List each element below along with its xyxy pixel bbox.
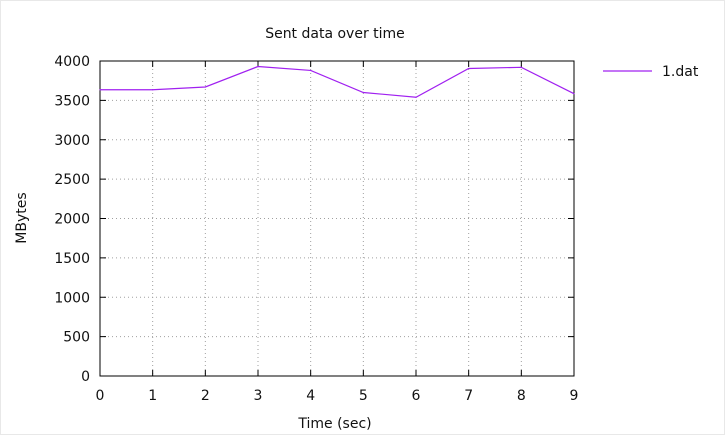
legend-label: 1.dat xyxy=(662,64,699,80)
data-point xyxy=(415,96,417,98)
y-tick-label: 1000 xyxy=(54,290,90,306)
data-point xyxy=(257,65,259,68)
data-point xyxy=(520,66,522,68)
grid-lines xyxy=(100,61,574,376)
y-tick-label: 1500 xyxy=(54,251,90,267)
y-tick-label: 3000 xyxy=(54,133,90,149)
data-point xyxy=(310,69,312,72)
y-axis-label: MBytes xyxy=(14,192,30,243)
x-tick-label: 8 xyxy=(517,388,526,404)
x-tick-label: 5 xyxy=(359,388,368,404)
x-axis-label: Time (sec) xyxy=(297,416,371,432)
y-tick-label: 500 xyxy=(63,330,90,346)
data-point xyxy=(573,93,575,95)
y-tick-label: 2000 xyxy=(54,212,90,228)
data-point xyxy=(99,89,101,91)
data-point xyxy=(468,67,470,70)
axis-ticks xyxy=(99,60,575,377)
y-tick-label: 0 xyxy=(81,369,90,385)
x-tick-label: 2 xyxy=(201,388,210,404)
data-point xyxy=(204,86,206,88)
y-tick-label: 2500 xyxy=(54,172,90,188)
x-tick-label: 6 xyxy=(412,388,421,404)
data-point xyxy=(362,91,364,94)
x-tick-label: 9 xyxy=(570,388,579,404)
legend: 1.dat xyxy=(603,64,699,80)
y-tick-label: 4000 xyxy=(54,54,90,70)
x-tick-label: 3 xyxy=(254,388,263,404)
series-line xyxy=(100,65,575,98)
x-tick-label: 0 xyxy=(96,388,105,404)
x-tick-label: 4 xyxy=(306,388,315,404)
y-tick-labels: 0 500 1000 1500 2000 2500 3000 3500 4000 xyxy=(54,54,90,385)
chart-title: Sent data over time xyxy=(265,26,405,42)
x-tick-label: 7 xyxy=(464,388,473,404)
x-tick-labels: 0 1 2 3 4 5 6 7 8 9 xyxy=(96,388,579,404)
x-tick-label: 1 xyxy=(148,388,157,404)
series-group xyxy=(99,65,575,98)
data-point xyxy=(152,89,154,91)
y-tick-label: 3500 xyxy=(54,93,90,109)
